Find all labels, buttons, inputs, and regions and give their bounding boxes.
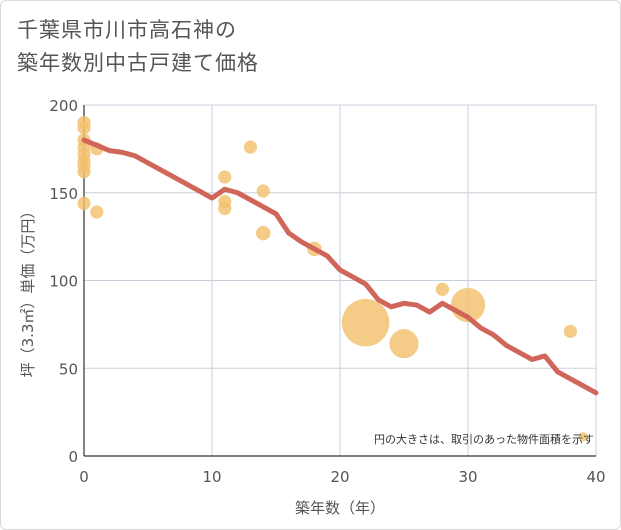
x-tick-label: 20 xyxy=(330,468,349,486)
axes: 0 50 100 150 200 0 10 20 30 40 xyxy=(49,97,605,486)
y-tick-label: 200 xyxy=(49,97,78,115)
bubble-point xyxy=(341,298,390,347)
bubble-point xyxy=(255,225,271,241)
trend-line xyxy=(81,137,599,396)
bubble-point xyxy=(578,432,588,442)
bubble-point xyxy=(77,165,91,179)
bubble-point xyxy=(389,329,419,359)
y-axis-label: 坪（3.3㎡）単価（万円） xyxy=(19,204,37,378)
bubble-point xyxy=(90,205,104,219)
grid-lines xyxy=(83,104,597,457)
bubble-point xyxy=(218,201,232,216)
bubble-point xyxy=(218,170,232,184)
chart-title: 千葉県市川市高石神の 築年数別中古戸建て価格 xyxy=(17,14,259,80)
bubble-point xyxy=(77,121,91,135)
bubble-point xyxy=(243,140,257,154)
title-line-2: 築年数別中古戸建て価格 xyxy=(17,51,259,75)
y-tick-label: 50 xyxy=(59,360,78,378)
bubble-point xyxy=(563,324,578,338)
x-tick-label: 30 xyxy=(458,468,477,486)
x-tick-label: 0 xyxy=(79,468,89,486)
bubble-point xyxy=(77,196,91,210)
size-annotation: 円の大きさは、取引のあった物件面積を示す xyxy=(374,432,594,446)
bubble-point xyxy=(435,282,449,296)
y-tick-label: 100 xyxy=(49,273,78,291)
x-tick-label: 10 xyxy=(202,468,221,486)
title-line-1: 千葉県市川市高石神の xyxy=(17,18,237,42)
y-tick-label: 0 xyxy=(68,448,78,466)
bubble-point xyxy=(256,184,270,198)
trend-series xyxy=(81,137,599,396)
x-axis-label: 築年数（年） xyxy=(295,499,385,517)
y-tick-label: 150 xyxy=(49,185,78,203)
x-tick-label: 40 xyxy=(586,468,605,486)
axis-labels: 築年数（年） 坪（3.3㎡）単価（万円） 円の大きさは、取引のあった物件面積を示… xyxy=(19,204,594,517)
